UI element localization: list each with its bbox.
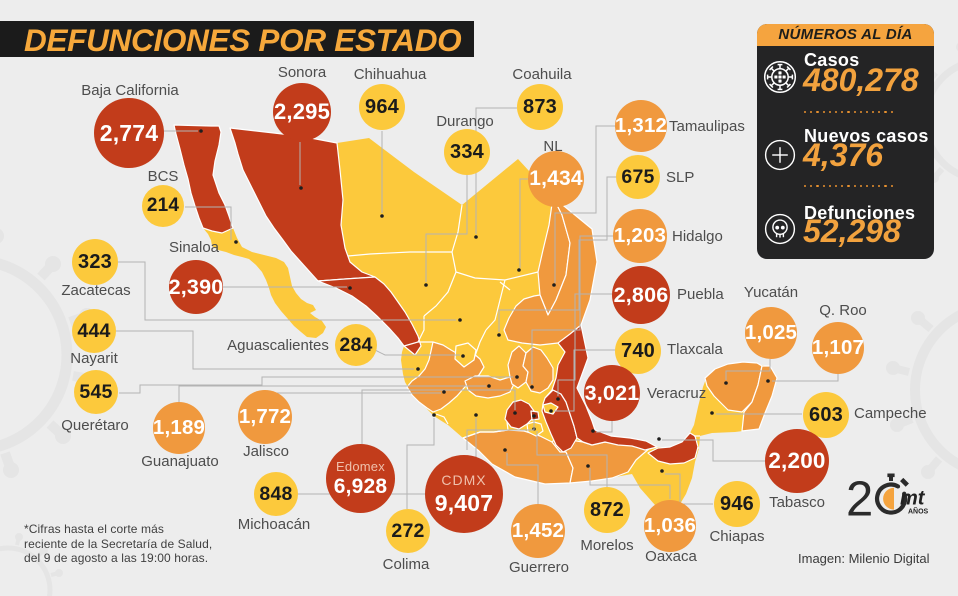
svg-text:mt: mt — [900, 488, 926, 510]
svg-text:2: 2 — [848, 473, 873, 522]
svg-text:AÑOS: AÑOS — [908, 507, 929, 516]
